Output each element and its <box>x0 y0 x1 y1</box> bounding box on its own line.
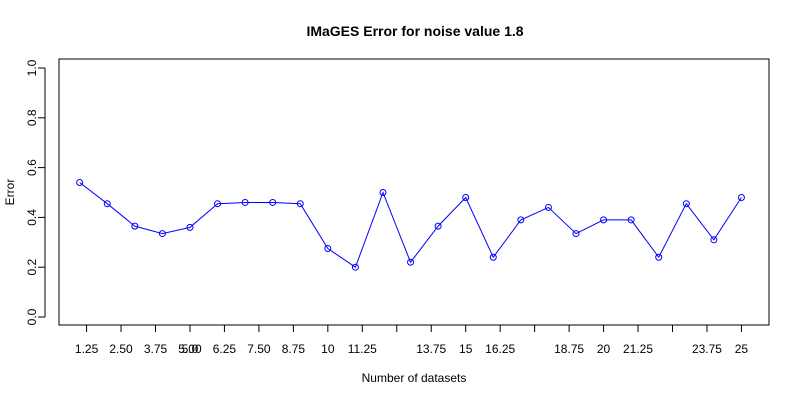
y-tick-label: 0.8 <box>25 109 39 126</box>
data-point <box>682 200 690 208</box>
data-point <box>103 200 111 208</box>
series-layer <box>76 179 745 271</box>
data-point <box>600 216 608 224</box>
x-tick-label: 3.75 <box>144 342 168 356</box>
data-point <box>296 200 304 208</box>
data-point <box>241 198 249 206</box>
y-tick-label: 0.0 <box>25 308 39 325</box>
data-point <box>379 189 387 196</box>
x-tick-label: 1.25 <box>75 342 99 356</box>
x-tick-label: 6.25 <box>213 342 237 356</box>
data-point <box>710 236 718 244</box>
x-tick-label: 21.25 <box>623 342 653 356</box>
x-axis: 1.25 2.50 3.75 5.005.0 6.25 7.50 8.75 10 11.25 13… <box>75 324 749 356</box>
data-point <box>737 193 745 201</box>
x-tick-label: 5.00 <box>178 342 202 356</box>
x-tick-label: 18.75 <box>554 342 584 356</box>
data-point <box>186 223 194 231</box>
x-tick-label: 11.25 <box>348 342 377 356</box>
x-axis-label: Number of datasets <box>362 371 467 385</box>
data-point <box>158 230 166 238</box>
data-point <box>324 245 332 253</box>
x-tick-label: 25 <box>735 342 749 356</box>
x-tick-label: 10 <box>321 342 335 356</box>
x-tick-label: 16.25 <box>485 342 515 356</box>
plot-area <box>58 58 770 326</box>
data-point <box>655 253 663 261</box>
data-point <box>407 258 415 266</box>
x-tick-label: 2.50 <box>109 342 133 356</box>
x-tick-label: 5.0 <box>182 342 199 356</box>
data-point <box>462 193 470 201</box>
data-point <box>627 216 635 224</box>
data-point <box>76 179 84 187</box>
y-axis-label: Error <box>3 179 17 206</box>
chart-title: IMaGES Error for noise value 1.8 <box>306 23 523 39</box>
y-tick-label: 1.0 <box>25 59 39 76</box>
x-tick-label: 20 <box>597 342 611 356</box>
data-point <box>572 230 580 238</box>
x-tick-label: 8.75 <box>282 342 306 356</box>
x-tick-label: 23.75 <box>692 342 722 356</box>
series-line <box>79 182 742 268</box>
data-point <box>214 200 222 208</box>
data-point <box>517 216 525 224</box>
x-tick-label: 13.75 <box>416 342 446 356</box>
y-tick-label: 0.6 <box>25 159 39 176</box>
x-tick-label: 7.50 <box>247 342 271 356</box>
data-point <box>269 198 277 206</box>
data-point <box>434 222 442 230</box>
x-tick-label: 15 <box>459 342 473 356</box>
data-point <box>351 263 359 271</box>
data-point <box>544 203 552 211</box>
y-tick-label: 0.4 <box>25 209 39 226</box>
data-point <box>131 222 139 230</box>
data-point <box>489 253 497 261</box>
y-tick-label: 0.2 <box>25 259 39 276</box>
y-axis: 0.0 0.2 0.4 0.6 0.8 1.0 <box>25 59 46 325</box>
